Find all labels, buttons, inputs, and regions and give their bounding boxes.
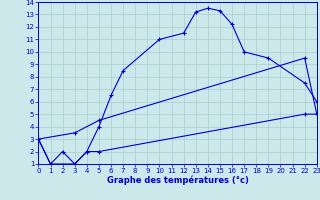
X-axis label: Graphe des températures (°c): Graphe des températures (°c) (107, 176, 249, 185)
